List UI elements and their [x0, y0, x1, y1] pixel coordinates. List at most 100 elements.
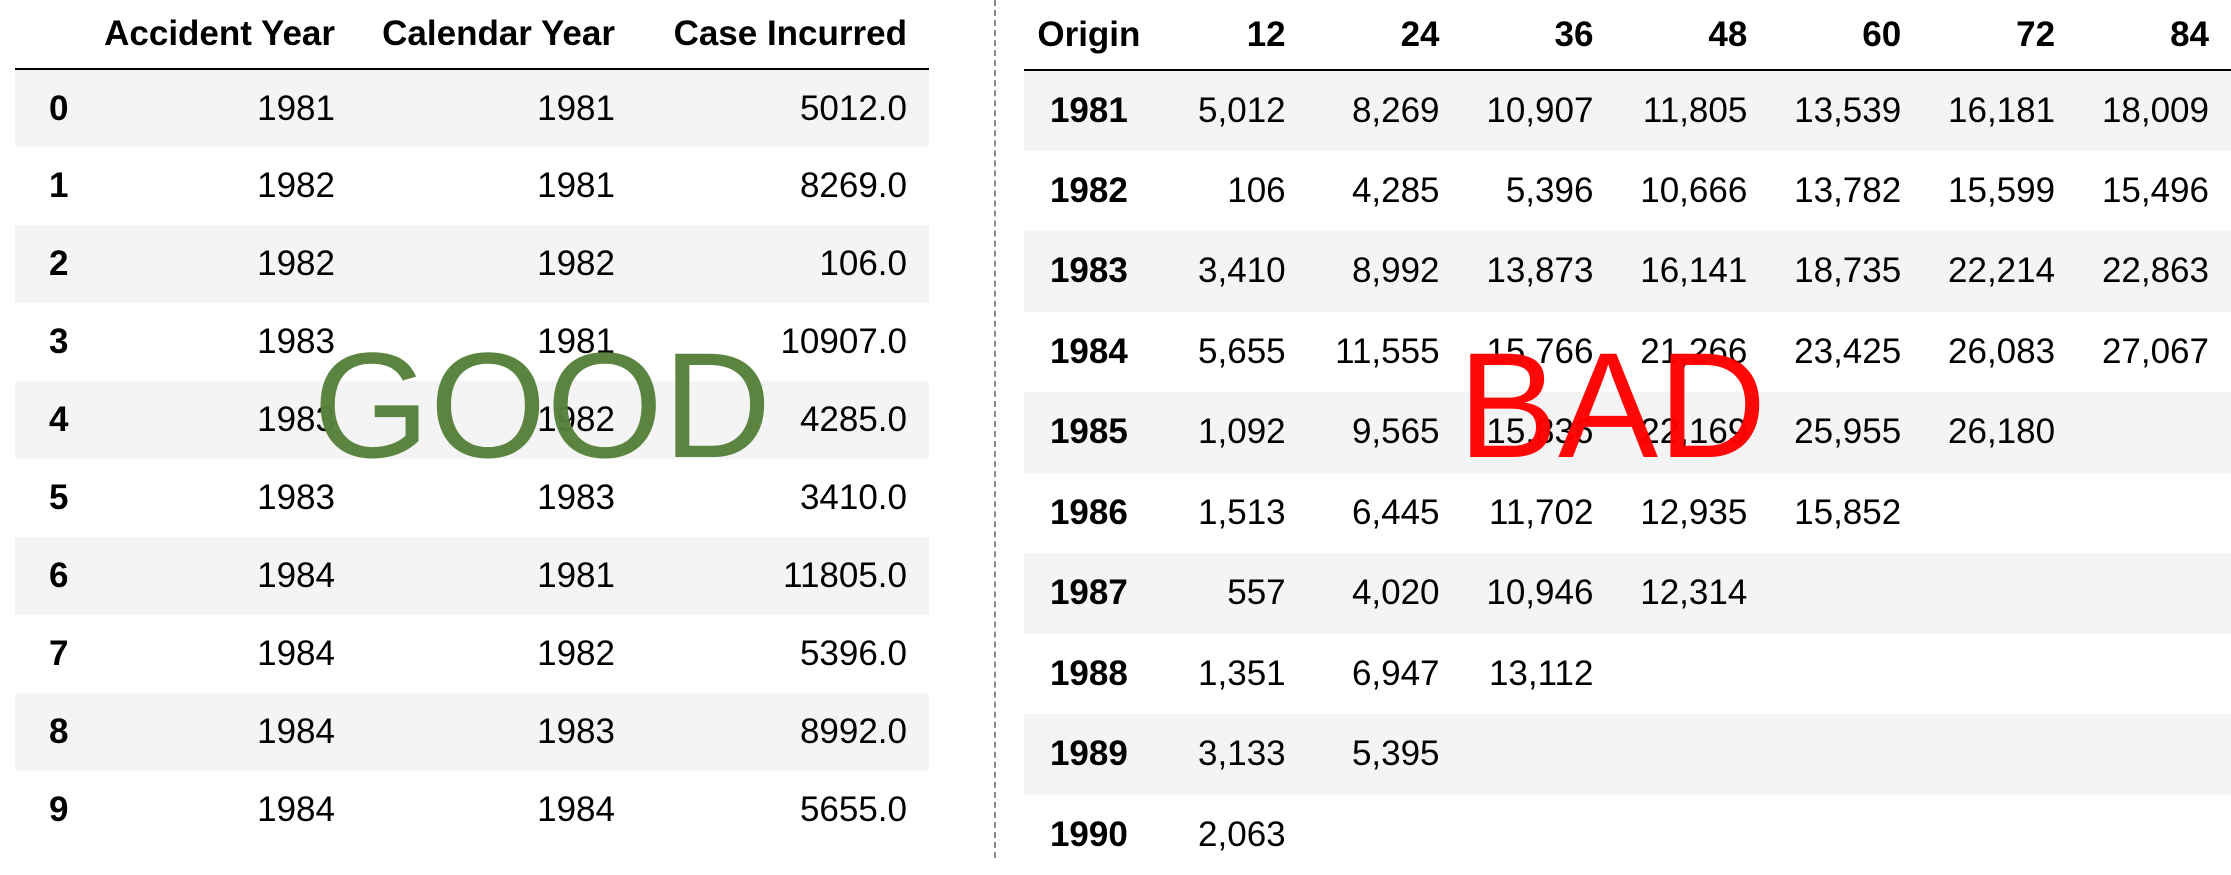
triangle-value-cell: [1615, 634, 1769, 715]
triangle-value-cell: [1923, 795, 2077, 875]
triangle-value-cell: 15,836: [1462, 392, 1616, 473]
triangle-value-cell: 557: [1154, 553, 1308, 634]
triangle-value-cell: [1769, 714, 1923, 795]
triangle-value-cell: 13,539: [1769, 70, 1923, 151]
origin-year-cell: 1983: [1024, 231, 1154, 312]
triangle-value-cell: 5,012: [1154, 70, 1308, 151]
origin-year-cell: 1988: [1024, 634, 1154, 715]
accident-year-cell: 1984: [95, 537, 357, 615]
triangle-value-cell: 15,599: [1923, 151, 2077, 232]
triangle-value-cell: 10,666: [1615, 151, 1769, 232]
triangle-value-cell: 11,805: [1615, 70, 1769, 151]
triangle-value-cell: [1769, 634, 1923, 715]
triangle-value-cell: 4,020: [1308, 553, 1462, 634]
accident-year-cell: 1981: [95, 69, 357, 147]
calendar-year-header: Calendar Year: [357, 0, 637, 69]
calendar-year-cell: 1982: [357, 225, 637, 303]
case-incurred-cell: 3410.0: [637, 459, 929, 537]
triangle-value-cell: 1,092: [1154, 392, 1308, 473]
triangle-value-cell: 16,181: [1923, 70, 2077, 151]
development-period-header: 24: [1308, 0, 1462, 70]
triangle-value-cell: 11,702: [1462, 473, 1616, 554]
triangle-value-cell: 13,873: [1462, 231, 1616, 312]
calendar-year-cell: 1981: [357, 303, 637, 381]
triangle-value-cell: [1615, 795, 1769, 875]
calendar-year-cell: 1983: [357, 459, 637, 537]
triangle-value-cell: 2,063: [1154, 795, 1308, 875]
origin-year-cell: 1981: [1024, 70, 1154, 151]
origin-year-cell: 1990: [1024, 795, 1154, 875]
development-period-header: 12: [1154, 0, 1308, 70]
triangle-value-cell: [1769, 553, 1923, 634]
case-incurred-cell: 8992.0: [637, 693, 929, 771]
header-row: Accident Year Calendar Year Case Incurre…: [15, 0, 929, 69]
calendar-year-cell: 1982: [357, 381, 637, 459]
triangle-value-cell: [1923, 553, 2077, 634]
index-header: [15, 0, 95, 69]
triangle-value-cell: 1,351: [1154, 634, 1308, 715]
triangle-value-cell: [2077, 714, 2231, 795]
panel-divider: [994, 0, 996, 858]
triangle-value-cell: [2077, 634, 2231, 715]
accident-year-cell: 1983: [95, 303, 357, 381]
triangle-value-cell: 10,907: [1462, 70, 1616, 151]
triangle-value-cell: [1615, 714, 1769, 795]
accident-year-cell: 1984: [95, 693, 357, 771]
accident-year-cell: 1982: [95, 225, 357, 303]
case-incurred-cell: 11805.0: [637, 537, 929, 615]
case-incurred-cell: 4285.0: [637, 381, 929, 459]
origin-year-cell: 1984: [1024, 312, 1154, 393]
triangle-value-cell: 15,766: [1462, 312, 1616, 393]
origin-header: Origin: [1024, 0, 1154, 70]
calendar-year-cell: 1983: [357, 693, 637, 771]
triangle-value-cell: [1923, 634, 2077, 715]
triangle-value-cell: 11,555: [1308, 312, 1462, 393]
origin-year-cell: 1985: [1024, 392, 1154, 473]
triangle-value-cell: 22,863: [2077, 231, 2231, 312]
row-index: 5: [15, 459, 95, 537]
triangle-value-cell: 22,214: [1923, 231, 2077, 312]
origin-year-cell: 1982: [1024, 151, 1154, 232]
triangle-value-cell: [2077, 795, 2231, 875]
triangle-value-cell: 5,655: [1154, 312, 1308, 393]
triangle-value-cell: 22,169: [1615, 392, 1769, 473]
row-index: 4: [15, 381, 95, 459]
accident-year-cell: 1983: [95, 459, 357, 537]
triangle-value-cell: 26,083: [1923, 312, 2077, 393]
triangle-value-cell: 16,141: [1615, 231, 1769, 312]
triangle-value-cell: 8,269: [1308, 70, 1462, 151]
calendar-year-cell: 1984: [357, 771, 637, 849]
development-period-header: 84: [2077, 0, 2231, 70]
case-incurred-cell: 10907.0: [637, 303, 929, 381]
triangle-value-cell: 23,425: [1769, 312, 1923, 393]
origin-year-cell: 1987: [1024, 553, 1154, 634]
triangle-value-cell: 27,067: [2077, 312, 2231, 393]
development-period-header: 72: [1923, 0, 2077, 70]
calendar-year-cell: 1981: [357, 537, 637, 615]
row-index: 6: [15, 537, 95, 615]
triangle-value-cell: 6,947: [1308, 634, 1462, 715]
row-index: 0: [15, 69, 95, 147]
origin-year-cell: 1986: [1024, 473, 1154, 554]
triangle-value-cell: 15,852: [1769, 473, 1923, 554]
triangle-value-cell: [1462, 795, 1616, 875]
triangle-value-cell: 5,396: [1462, 151, 1616, 232]
triangle-value-cell: 12,935: [1615, 473, 1769, 554]
